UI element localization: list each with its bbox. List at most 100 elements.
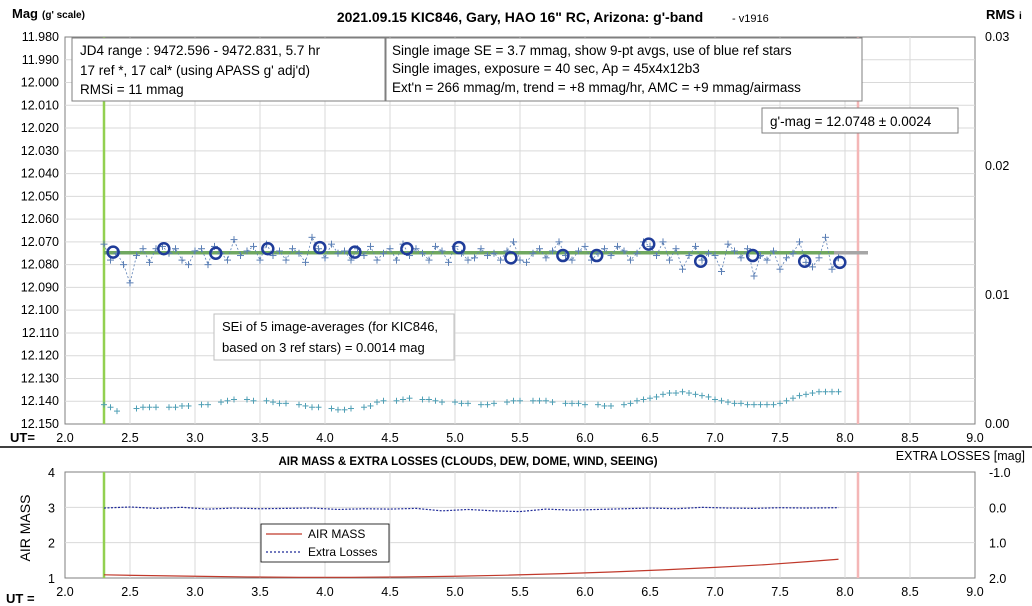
averages-series <box>106 237 847 270</box>
single-image-point <box>776 265 784 273</box>
top-y2-tick-label: 0.01 <box>985 288 1009 302</box>
top-xlabel: UT= <box>10 430 35 445</box>
single-image-point <box>256 256 264 264</box>
single-image-point <box>607 252 615 260</box>
rmsi-point <box>166 404 172 411</box>
rmsi-point <box>790 395 796 402</box>
rmsi-point <box>822 388 829 395</box>
top-y-tick-label: 12.050 <box>21 189 59 203</box>
single-image-point <box>133 252 140 260</box>
single-image-point <box>334 249 342 257</box>
single-image-point <box>224 256 231 264</box>
average-point <box>157 241 171 256</box>
rmsi-point <box>562 400 569 407</box>
average-point <box>641 237 656 251</box>
bottom-x-tick-label: 4.5 <box>381 585 398 599</box>
extra-losses-line <box>103 506 839 513</box>
rmsi-point <box>751 401 757 408</box>
single-image-point <box>568 256 576 264</box>
bottom-x-tick-label: 6.5 <box>641 585 658 599</box>
top-y2-tick-label: 0.03 <box>985 30 1009 44</box>
rmsi-point <box>744 401 751 408</box>
single-image-point <box>276 247 283 255</box>
single-image-point <box>393 256 400 264</box>
top-ylabel-sub: (g' scale) <box>42 10 85 21</box>
rmsi-point <box>419 396 426 403</box>
rmsi-point <box>647 395 653 402</box>
top-x-tick-label: 4.5 <box>381 431 398 445</box>
single-image-point <box>373 256 381 264</box>
average-point <box>693 254 708 268</box>
rmsi-point <box>172 404 179 411</box>
rmsi-point <box>283 400 289 407</box>
single-image-point <box>198 245 205 253</box>
top-y-tick-label: 12.040 <box>21 167 59 181</box>
single-image-point <box>633 249 641 257</box>
info-box-left-line-1: JD4 range : 9472.596 - 9472.831, 5.7 hr <box>80 43 321 58</box>
single-image-point <box>659 238 667 246</box>
single-image-point <box>438 247 446 255</box>
single-image-point <box>126 279 134 287</box>
rmsi-point <box>374 399 380 406</box>
bottom-y2-tick-label: 0.0 <box>989 501 1006 515</box>
single-image-point <box>815 254 823 262</box>
rmsi-point <box>406 395 413 402</box>
info-box-right-line-2: Single images, exposure = 40 sec, Ap = 4… <box>392 61 700 76</box>
single-image-point <box>796 238 803 246</box>
rmsi-point <box>835 388 842 395</box>
rmsi-point <box>634 397 640 404</box>
single-image-point <box>347 256 355 264</box>
single-image-point <box>809 263 816 271</box>
rmsi-point <box>699 392 705 399</box>
rmsi-point <box>783 397 790 404</box>
sei-line-1: SEi of 5 image-averages (for KIC846, <box>222 319 438 334</box>
bottom-legend: AIR MASS Extra Losses <box>260 523 390 563</box>
rmsi-point <box>198 401 205 408</box>
single-image-point <box>627 256 634 264</box>
rmsi-point <box>595 401 601 408</box>
rmsi-point <box>244 396 250 403</box>
bottom-y2label: EXTRA LOSSES [mag] <box>896 449 1025 463</box>
single-image-point <box>822 233 829 241</box>
rmsi-point <box>575 400 582 407</box>
top-y2-tick-label: 0.02 <box>985 159 1009 173</box>
single-image-point <box>360 252 368 260</box>
single-image-point <box>536 245 543 253</box>
rmsi-point <box>400 396 406 403</box>
single-image-point <box>464 256 472 264</box>
rmsi-point <box>809 390 816 397</box>
rmsi-point <box>302 402 309 409</box>
rmsi-point <box>335 406 341 413</box>
single-image-point <box>672 245 680 253</box>
rmsi-point <box>341 406 348 413</box>
legend-airmass-label: AIR MASS <box>308 527 365 541</box>
top-x-tick-label: 3.5 <box>251 431 268 445</box>
rmsi-point <box>348 405 354 412</box>
single-image-point <box>445 258 452 266</box>
bottom-xlabel: UT = <box>6 591 35 606</box>
single-image-point <box>315 245 322 253</box>
single-image-point <box>321 254 329 262</box>
rmsi-point <box>666 390 673 397</box>
single-image-point <box>191 247 199 255</box>
single-image-point <box>731 247 738 255</box>
top-x-tick-label: 7.0 <box>706 431 723 445</box>
top-x-tick-label: 4.0 <box>316 431 333 445</box>
rmsi-point <box>309 404 315 411</box>
bottom-x-tick-label: 9.0 <box>966 585 983 599</box>
single-image-point <box>711 252 719 260</box>
single-image-point <box>698 256 706 264</box>
single-image-point <box>770 247 777 255</box>
bottom-tick-labels: 2.0 2.5 3.0 3.5 4.0 4.5 5.0 5.5 6.0 6.5 7.0 7.5 8.0 8… <box>48 466 1011 599</box>
bottom-x-tick-label: 2.5 <box>121 585 138 599</box>
single-image-point <box>282 256 290 264</box>
single-image-point <box>120 261 127 269</box>
rmsi-point <box>757 401 764 408</box>
top-y-tick-label: 12.130 <box>21 371 59 385</box>
sei-line-2: based on 3 ref stars) = 0.0014 mag <box>222 340 425 355</box>
single-image-point <box>432 242 439 250</box>
rmsi-point <box>816 388 822 395</box>
single-image-point <box>484 252 491 260</box>
single-image-point <box>653 252 660 260</box>
rmsi-point <box>705 393 712 400</box>
